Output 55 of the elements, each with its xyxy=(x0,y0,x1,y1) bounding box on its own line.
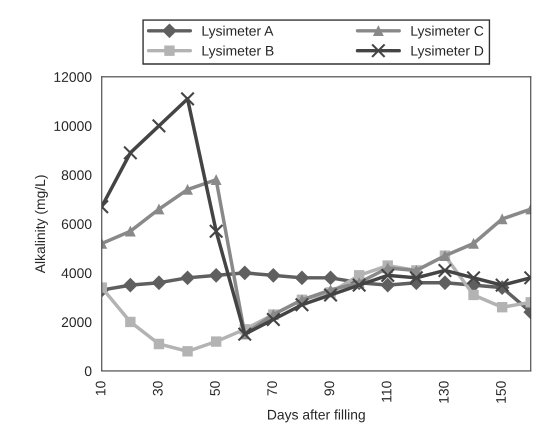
y-axis-title: Alkalinity (mg/L) xyxy=(34,175,48,274)
x-tick-label: 50 xyxy=(210,381,220,396)
x-tick-label: 30 xyxy=(152,381,163,396)
x-tick-label: 70 xyxy=(267,381,278,396)
y-tick-label: 2000 xyxy=(62,317,92,328)
point xyxy=(123,146,138,160)
point xyxy=(152,118,166,134)
point xyxy=(182,184,193,195)
point xyxy=(294,270,310,286)
legend-label: Lysimeter D xyxy=(411,45,484,58)
point xyxy=(125,316,136,328)
point xyxy=(354,270,364,281)
y-tick-label: 0 xyxy=(84,366,92,376)
point xyxy=(152,275,166,290)
point xyxy=(266,268,281,283)
point xyxy=(496,302,508,312)
x-tick-label: 90 xyxy=(324,381,334,396)
point xyxy=(468,290,479,300)
point xyxy=(468,238,479,249)
legend-label: Lysimeter B xyxy=(202,45,274,58)
point xyxy=(208,268,224,283)
y-tick-label: 6000 xyxy=(62,219,92,230)
point xyxy=(294,297,310,312)
point xyxy=(210,174,222,185)
x-tick-label: 110 xyxy=(382,381,392,402)
point xyxy=(380,268,396,283)
point xyxy=(210,336,222,347)
point xyxy=(208,224,224,239)
point xyxy=(466,270,481,286)
y-tick-label: 4000 xyxy=(61,268,92,278)
point xyxy=(266,312,281,327)
point xyxy=(182,346,193,357)
y-tick-label: 8000 xyxy=(62,170,92,180)
point xyxy=(238,266,252,280)
point xyxy=(123,278,138,292)
x-tick-label: 130 xyxy=(438,381,449,403)
x-axis-title: Days after filling xyxy=(268,409,365,422)
point xyxy=(352,278,366,292)
point xyxy=(380,278,395,292)
point xyxy=(438,275,452,290)
point xyxy=(180,92,195,106)
point xyxy=(154,338,164,350)
point xyxy=(323,288,338,302)
legend-label: Lysimeter C xyxy=(411,26,484,39)
legend-label: Lysimeter A xyxy=(202,26,274,39)
point xyxy=(323,270,338,286)
point xyxy=(180,270,195,286)
point xyxy=(125,226,136,236)
x-tick-label: 150 xyxy=(496,381,506,403)
point xyxy=(154,204,164,214)
x-tick-label: 10 xyxy=(96,381,106,396)
y-tick-label: 12000 xyxy=(54,72,92,82)
point xyxy=(409,270,424,286)
y-tick-label: 10000 xyxy=(54,121,92,132)
point xyxy=(438,263,452,278)
